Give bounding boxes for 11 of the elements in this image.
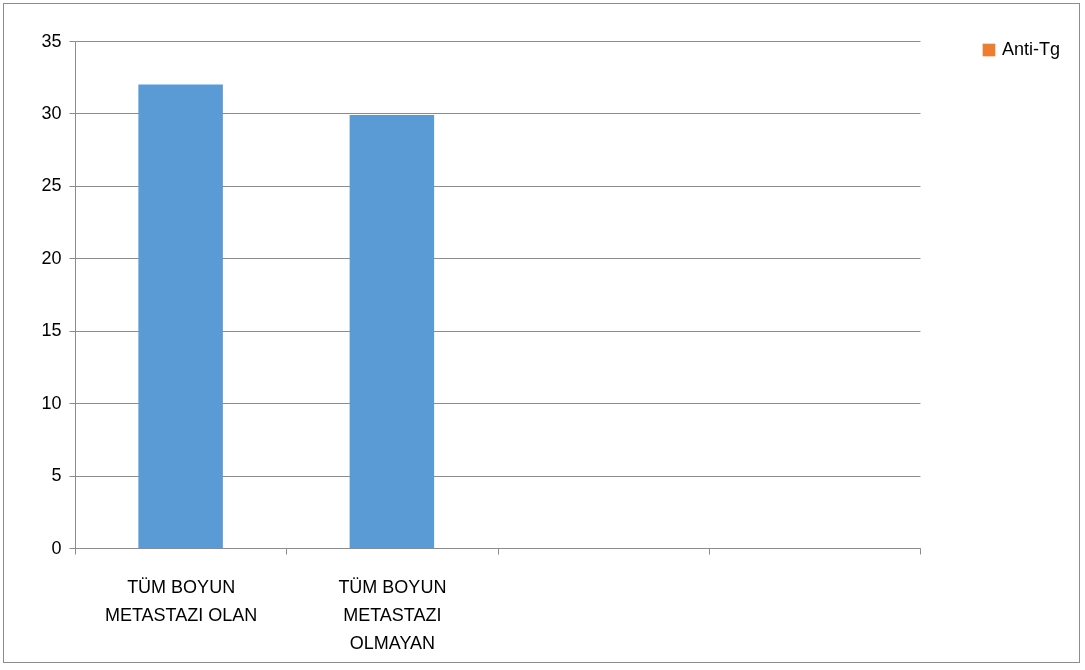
y-tick-label: 30 — [41, 102, 62, 123]
y-tick-label: 5 — [51, 465, 62, 486]
x-tick-label: TÜM BOYUN METASTAZI OLMAYAN — [338, 576, 447, 653]
y-tick-label: 35 — [41, 30, 62, 51]
y-tick-label: 20 — [41, 247, 62, 268]
legend-label: Anti-Tg — [1002, 39, 1061, 59]
y-tick-label: 15 — [41, 320, 62, 341]
x-tick-label: TÜM BOYUN METASTAZI OLAN — [104, 576, 258, 625]
y-tick-label: 25 — [41, 175, 62, 196]
y-tick-label: 0 — [51, 537, 62, 558]
y-tick-label: 10 — [41, 392, 62, 413]
